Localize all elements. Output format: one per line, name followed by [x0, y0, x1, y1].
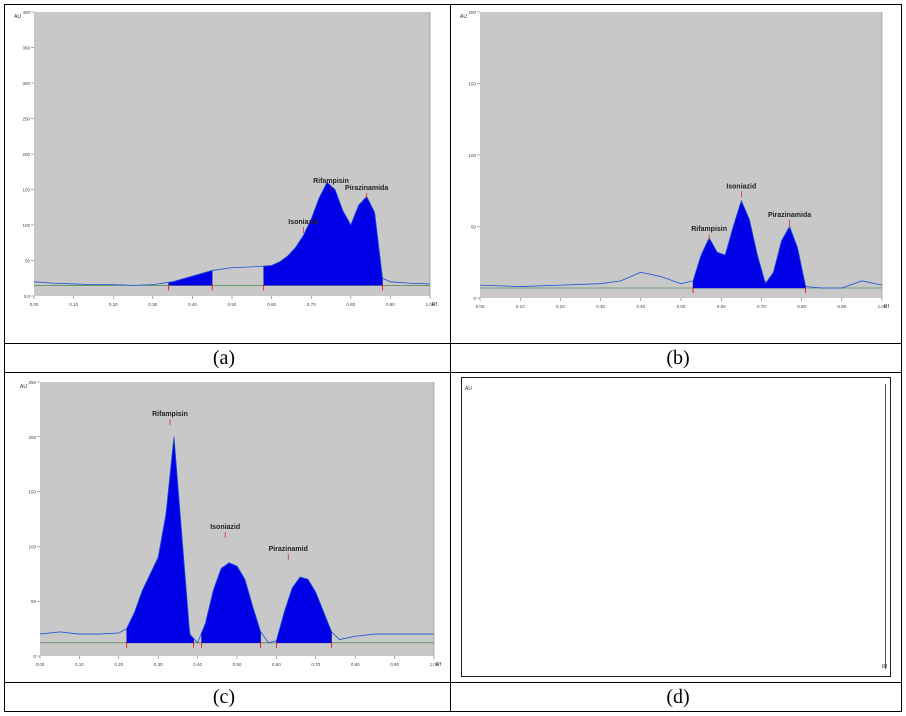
- y-tick-label: 0: [473, 296, 476, 301]
- trace-line: [479, 199, 883, 289]
- peak-label: Pirazinamida: [768, 212, 811, 219]
- panel-d-scrollbar: [885, 384, 886, 669]
- x-tick-label: 1.00: [426, 302, 435, 307]
- peak-label: Rifampisin: [313, 178, 349, 185]
- y-tick-label: 150: [468, 82, 476, 87]
- x-tick-label: 0.80: [797, 304, 806, 309]
- x-tick-label: 0.30: [148, 302, 157, 307]
- x-tick-label: 0.00: [36, 662, 45, 667]
- peak-label: Isoniazid: [726, 183, 756, 190]
- y-tick-label: 350: [22, 46, 30, 51]
- peak-label: Isoniazid: [210, 524, 240, 531]
- chromatogram-d-empty: AU Rf: [461, 377, 891, 677]
- x-tick-label: 0.20: [114, 662, 123, 667]
- y-tick-label: 200: [468, 10, 476, 15]
- trace-line: [39, 436, 434, 644]
- x-tick-label: 0.60: [717, 304, 726, 309]
- trace-line: [33, 181, 431, 286]
- peak-label: Pirazinamid: [269, 546, 308, 553]
- x-tick-label: 0.90: [386, 302, 395, 307]
- caption-c: (c): [212, 686, 236, 708]
- chromatogram-a: AU Rf 0.0 50 100 150 200 250 300 350 400 0.00 0.10 0.…: [8, 8, 442, 316]
- y-tick-label: 150: [22, 188, 30, 193]
- divider-vertical: [450, 4, 451, 712]
- x-tick-label: 0.70: [757, 304, 766, 309]
- chromatogram-c: AU Rf 0 50 100 150 200 250 0.00 0.10 0.20 0.30 0.40 0…: [14, 378, 446, 676]
- y-tick-label: 250: [28, 380, 36, 385]
- x-axis-label: Rf: [436, 662, 442, 668]
- y-tick-label: 250: [22, 117, 30, 122]
- y-tick-label: 150: [28, 490, 36, 495]
- x-tick-label: 0.10: [516, 304, 525, 309]
- x-tick-label: 0.10: [75, 662, 84, 667]
- x-tick-label: 0.70: [311, 662, 320, 667]
- x-tick-label: 0.00: [476, 304, 485, 309]
- x-tick-label: 0.40: [636, 304, 645, 309]
- chromatogram-b: AU Rf 0 50 100 150 200 0.00 0.10 0.20 0.30 0.40 0.50…: [454, 8, 894, 318]
- caption-b: (b): [666, 347, 690, 369]
- y-tick-label: 0.0: [24, 294, 31, 299]
- y-tick-label: 50: [25, 259, 31, 264]
- border-left: [4, 4, 5, 712]
- y-tick-label: 400: [22, 10, 30, 15]
- caption-a: (a): [212, 347, 236, 369]
- x-tick-label: 0.40: [188, 302, 197, 307]
- x-tick-label: 0.40: [193, 662, 202, 667]
- x-tick-label: 0.50: [677, 304, 686, 309]
- y-tick-label: 50: [31, 599, 37, 604]
- x-tick-label: 0.30: [154, 662, 163, 667]
- plot-area: [480, 12, 882, 298]
- y-tick-label: 100: [22, 223, 30, 228]
- x-tick-label: 0.90: [837, 304, 846, 309]
- y-tick-label: 200: [28, 435, 36, 440]
- x-axis-label: Rf: [432, 302, 438, 308]
- y-tick-label: 100: [468, 153, 476, 158]
- panel-d-x-label: Rf: [882, 664, 887, 670]
- y-tick-label: 50: [471, 225, 477, 230]
- peak-label: Pirazinamida: [345, 185, 388, 192]
- divider-row1-caption: [4, 343, 902, 344]
- y-tick-label: 0: [33, 654, 36, 659]
- figure-grid: [4, 4, 902, 712]
- x-tick-label: 1.00: [430, 662, 439, 667]
- x-tick-label: 0.70: [307, 302, 316, 307]
- peak-label: Isoniazid: [288, 219, 318, 226]
- x-tick-label: 0.60: [272, 662, 281, 667]
- x-tick-label: 0.20: [109, 302, 118, 307]
- border-bottom: [4, 711, 902, 712]
- x-axis-label: Rf: [884, 304, 890, 310]
- border-right: [901, 4, 902, 712]
- y-tick-label: 200: [22, 152, 30, 157]
- x-tick-label: 0.90: [390, 662, 399, 667]
- peak-label: Rifampisin: [691, 226, 727, 233]
- y-axis-label: AU: [460, 14, 467, 20]
- x-tick-label: 0.80: [346, 302, 355, 307]
- x-tick-label: 0.10: [69, 302, 78, 307]
- caption-d: (d): [666, 686, 690, 708]
- x-tick-label: 0.60: [267, 302, 276, 307]
- x-tick-label: 0.00: [30, 302, 39, 307]
- divider-row2: [4, 372, 902, 373]
- border-top: [4, 4, 902, 5]
- peak-label: Rifampisin: [152, 411, 188, 418]
- y-axis-label: AU: [14, 14, 21, 20]
- x-tick-label: 0.80: [351, 662, 360, 667]
- x-tick-label: 0.20: [556, 304, 565, 309]
- y-tick-label: 100: [28, 544, 36, 549]
- divider-row2-caption: [4, 682, 902, 683]
- x-tick-label: 0.50: [228, 302, 237, 307]
- x-tick-label: 0.50: [233, 662, 242, 667]
- y-tick-label: 300: [22, 81, 30, 86]
- y-axis-label: AU: [20, 384, 27, 390]
- x-tick-label: 0.30: [596, 304, 605, 309]
- x-tick-label: 1.00: [878, 304, 887, 309]
- panel-d-axis-label: AU: [465, 386, 472, 392]
